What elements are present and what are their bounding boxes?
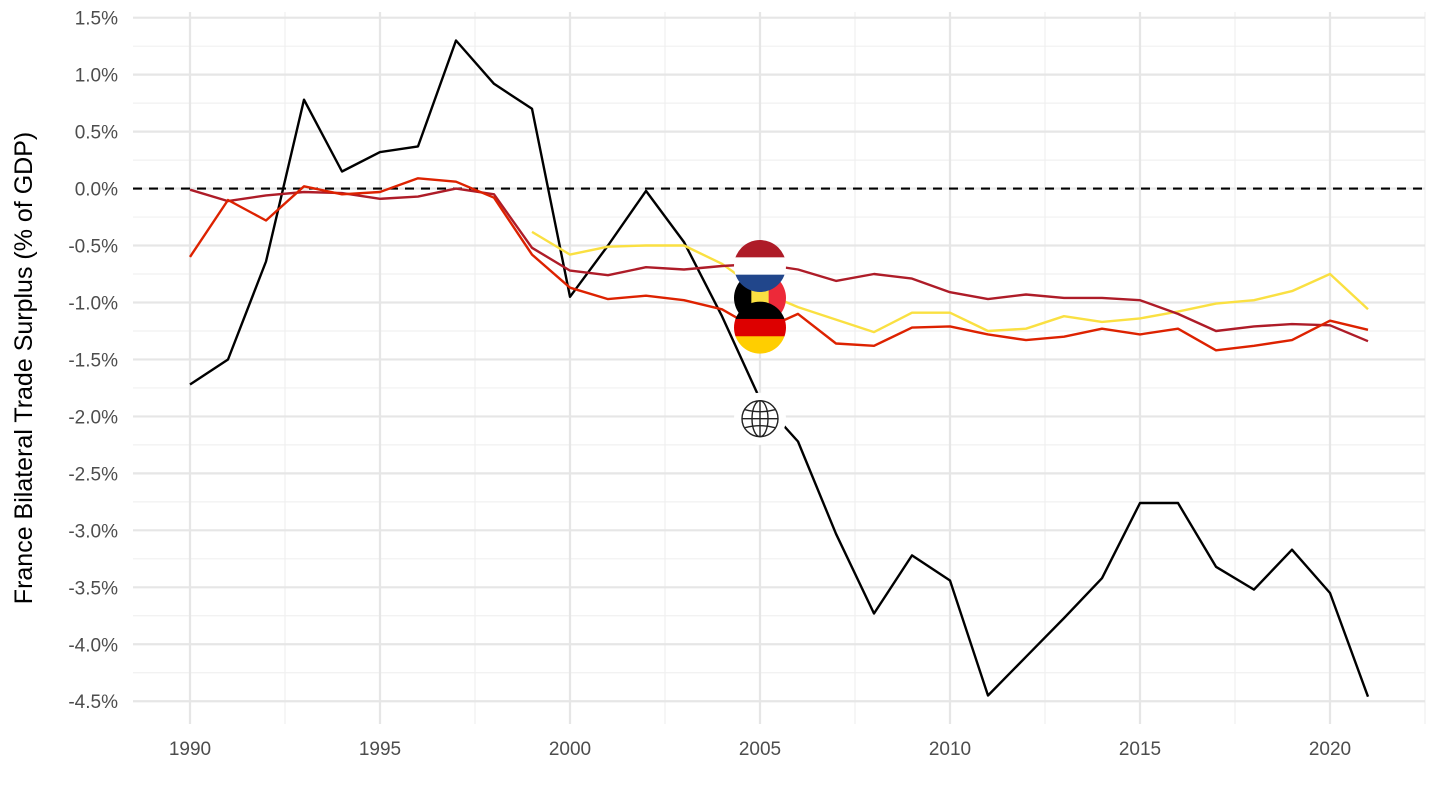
minor-gridlines [133, 12, 1426, 724]
y-tick-label: -0.5% [68, 237, 118, 258]
y-tick-label: -2.5% [68, 464, 118, 485]
globe-icon [734, 392, 786, 445]
x-axis-tick-labels: 1990 1995 2000 2005 2010 2015 2020 [169, 739, 1351, 760]
x-tick-label: 2010 [929, 739, 971, 760]
y-tick-label: -3.5% [68, 578, 118, 599]
x-tick-label: 1990 [169, 739, 211, 760]
series-lines [189, 39, 1370, 698]
y-tick-label: -4.5% [68, 692, 118, 713]
series-label-icons [734, 240, 786, 445]
x-tick-label: 2020 [1309, 739, 1351, 760]
y-tick-label: -3.0% [68, 521, 118, 542]
y-tick-label: 0.5% [75, 123, 118, 144]
series-line-globe [189, 39, 1370, 698]
y-tick-label: -4.0% [68, 635, 118, 656]
major-gridlines [133, 12, 1425, 724]
y-tick-label: -2.0% [68, 407, 118, 428]
x-tick-label: 2005 [739, 739, 781, 760]
y-axis-tick-labels: 1.5% 1.0% 0.5% 0.0% -0.5% -1.0% -1.5% -2.0% -2.5… [68, 9, 118, 714]
y-tick-label: -1.0% [68, 293, 118, 314]
x-tick-label: 1995 [359, 739, 401, 760]
y-tick-label: 0.0% [75, 180, 118, 201]
germany-flag-icon [734, 301, 786, 354]
y-tick-label: 1.0% [75, 66, 118, 87]
y-tick-label: -1.5% [68, 350, 118, 371]
y-tick-label: 1.5% [75, 9, 118, 30]
x-tick-label: 2000 [549, 739, 591, 760]
series-line-belgium-flag [531, 230, 1369, 334]
netherlands-flag-icon [734, 240, 786, 292]
x-tick-label: 2015 [1119, 739, 1161, 760]
y-axis-title: France Bilateral Trade Surplus (% of GDP… [10, 132, 38, 604]
